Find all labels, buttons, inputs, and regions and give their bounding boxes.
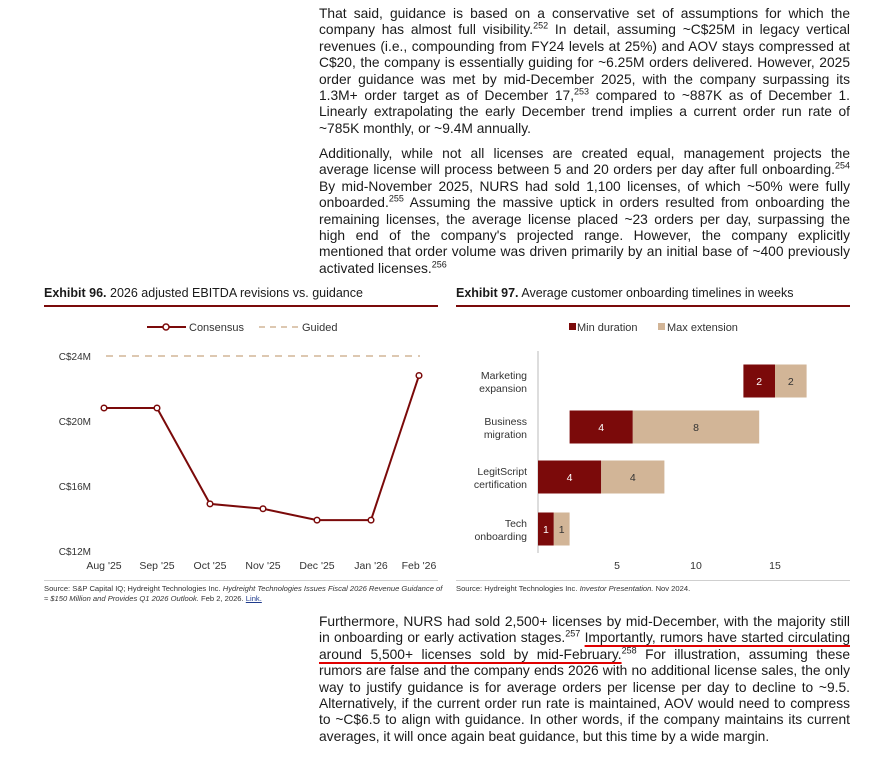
exhibit-96-source-date: Feb 2, 2026. bbox=[201, 594, 244, 603]
exhibit-97-title: Exhibit 97. Average customer onboarding … bbox=[456, 286, 793, 300]
footnote-ref-256[interactable]: 256 bbox=[431, 259, 447, 270]
min-duration-data-label: 4 bbox=[567, 472, 573, 484]
exhibit-96-label: Exhibit 96. bbox=[44, 286, 107, 300]
consensus-point bbox=[313, 516, 321, 524]
category-label: migration bbox=[484, 429, 527, 441]
exhibit-96-source-link[interactable]: Link. bbox=[245, 594, 262, 603]
min-duration-data-label: 1 bbox=[543, 524, 549, 536]
exhibit-96-source-text: Source: S&P Capital IQ; Hydreight Techno… bbox=[44, 584, 221, 593]
x-tick-label: Aug '25 bbox=[86, 560, 121, 572]
min-duration-bar bbox=[743, 364, 775, 398]
category-label: certification bbox=[474, 479, 527, 491]
footnote-ref-255[interactable]: 255 bbox=[388, 193, 404, 204]
para3-text-c: For illustration, assuming these rumors … bbox=[319, 646, 850, 744]
x-tick-label: Sep '25 bbox=[139, 560, 174, 572]
x-tick-label: 15 bbox=[769, 560, 781, 572]
x-tick-label: Feb '26 bbox=[402, 560, 437, 572]
exhibit-96-caption: 2026 adjusted EBITDA revisions vs. guida… bbox=[110, 286, 363, 300]
x-tick-label: 5 bbox=[614, 560, 620, 572]
max-extension-bar bbox=[632, 410, 760, 444]
chart96-legend: Consensus Guided bbox=[147, 322, 337, 334]
footnote-ref-253[interactable]: 253 bbox=[574, 86, 590, 97]
para3-text-a: Furthermore, NURS had sold 2,500+ licens… bbox=[319, 614, 850, 646]
chart97-marks: 2 2 4 8 4 4 1 1 bbox=[538, 364, 807, 546]
x-tick-label: Dec '25 bbox=[299, 560, 334, 572]
para2-text-c: Assuming the massive uptick in orders re… bbox=[319, 195, 850, 276]
body-paragraph-2: Additionally, while not all licenses are… bbox=[319, 146, 850, 277]
consensus-point bbox=[415, 371, 423, 380]
max-extension-data-label: 2 bbox=[788, 376, 794, 388]
category-label: Marketing bbox=[481, 370, 527, 382]
y-tick-label: C$12M bbox=[59, 547, 91, 558]
legend-consensus-label: Consensus bbox=[189, 322, 245, 334]
min-duration-data-label: 4 bbox=[598, 422, 604, 434]
consensus-point bbox=[367, 516, 375, 524]
min-duration-bar bbox=[569, 410, 633, 444]
y-tick-label: C$16M bbox=[59, 482, 91, 493]
exhibit-96-bottom-rule bbox=[44, 580, 438, 581]
min-duration-data-label: 2 bbox=[756, 376, 762, 388]
chart97-legend: Min duration Max extension bbox=[569, 322, 738, 334]
footnote-ref-257[interactable]: 257 bbox=[565, 628, 581, 639]
chart96-marks bbox=[100, 355, 423, 524]
exhibit-96-line-chart: Consensus Guided C$24M C$20M C$16M C$12M Aug… bbox=[59, 322, 437, 572]
footnote-ref-254[interactable]: 254 bbox=[834, 160, 850, 171]
consensus-point bbox=[206, 500, 214, 508]
max-extension-bar bbox=[775, 364, 807, 398]
exhibit-97-bottom-rule bbox=[456, 580, 850, 581]
x-tick-label: 10 bbox=[690, 560, 702, 572]
category-label: onboarding bbox=[474, 531, 527, 543]
min-duration-bar bbox=[538, 512, 554, 546]
para2-text-b: By mid-November 2025, NURS had sold 1,10… bbox=[319, 178, 850, 211]
exhibit-96-source: Source: S&P Capital IQ; Hydreight Techno… bbox=[44, 584, 444, 604]
max-extension-bar bbox=[553, 512, 570, 546]
max-extension-data-label: 4 bbox=[630, 472, 636, 484]
consensus-point bbox=[100, 404, 108, 412]
category-label: LegitScript bbox=[477, 466, 527, 478]
legend-guided-label: Guided bbox=[302, 322, 337, 334]
legend-min-duration-label: Min duration bbox=[577, 322, 638, 334]
legend-min-duration-swatch bbox=[569, 323, 576, 330]
legend-max-extension-swatch bbox=[658, 323, 665, 330]
exhibit-96-rule bbox=[44, 305, 438, 307]
consensus-point bbox=[153, 404, 161, 412]
para1-text-c: compared to ~887K as of December 1. Line… bbox=[319, 88, 850, 136]
y-tick-label: C$24M bbox=[59, 352, 91, 363]
max-extension-data-label: 8 bbox=[693, 422, 699, 434]
para1-text-a: That said, guidance is based on a conser… bbox=[319, 6, 850, 38]
max-extension-data-label: 1 bbox=[559, 524, 565, 536]
exhibit-96-source-title: Hydreight Technologies Issues Fiscal 202… bbox=[44, 584, 443, 603]
highlighted-rumor-sentence: Importantly, rumors have started circula… bbox=[319, 630, 850, 662]
footnote-ref-252[interactable]: 252 bbox=[533, 20, 549, 31]
exhibit-96-title: Exhibit 96. 2026 adjusted EBITDA revisio… bbox=[44, 286, 363, 300]
exhibit-97-source-date: Nov 2024. bbox=[655, 584, 691, 593]
chart96-axes: C$24M C$20M C$16M C$12M Aug '25 Sep '25 Oct '2… bbox=[59, 352, 437, 572]
body-paragraph-1: That said, guidance is based on a conser… bbox=[319, 6, 850, 137]
category-label: expansion bbox=[479, 383, 527, 395]
category-label: Business bbox=[484, 416, 527, 428]
x-tick-label: Nov '25 bbox=[245, 560, 280, 572]
exhibit-97-source-title: Investor Presentation. bbox=[579, 584, 654, 593]
y-tick-label: C$20M bbox=[59, 417, 91, 428]
legend-consensus-marker bbox=[162, 323, 170, 331]
exhibit-97-caption: Average customer onboarding timelines in… bbox=[521, 286, 794, 300]
min-duration-bar bbox=[538, 460, 602, 494]
consensus-point bbox=[259, 505, 267, 513]
body-paragraph-3: Furthermore, NURS had sold 2,500+ licens… bbox=[319, 614, 850, 745]
category-label: Tech bbox=[505, 518, 527, 530]
legend-max-extension-label: Max extension bbox=[667, 322, 738, 334]
max-extension-bar bbox=[601, 460, 665, 494]
footnote-ref-258[interactable]: 258 bbox=[621, 645, 637, 656]
para1-text-b: In detail, assuming ~C$25M in legacy ver… bbox=[319, 22, 850, 104]
exhibit-97-bar-chart: Min duration Max extension 5 10 15 Marketin… bbox=[474, 322, 807, 572]
exhibit-97-label: Exhibit 97. bbox=[456, 286, 519, 300]
exhibit-97-rule bbox=[456, 305, 850, 307]
para2-text-a: Additionally, while not all licenses are… bbox=[319, 146, 850, 178]
x-tick-label: Jan '26 bbox=[354, 560, 388, 572]
exhibit-97-source: Source: Hydreight Technologies Inc. Inve… bbox=[456, 584, 850, 594]
x-tick-label: Oct '25 bbox=[194, 560, 227, 572]
exhibit-97-source-text: Source: Hydreight Technologies Inc. bbox=[456, 584, 578, 593]
consensus-series-line bbox=[104, 375, 420, 522]
